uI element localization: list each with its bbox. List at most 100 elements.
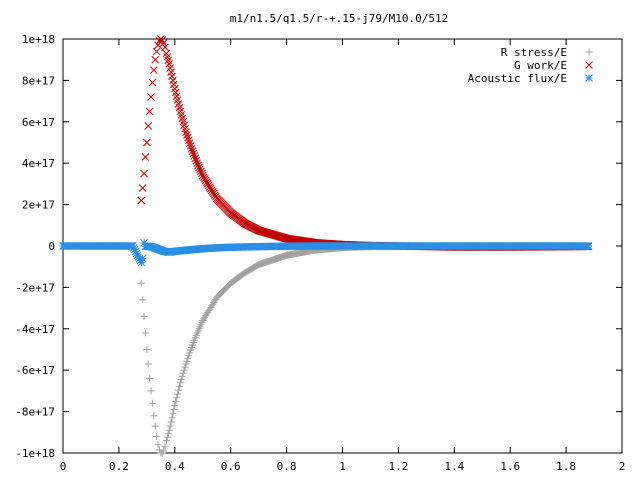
data-point: [167, 418, 175, 426]
data-point: [196, 165, 204, 174]
data-point: [139, 296, 147, 304]
data-point: [148, 399, 156, 407]
data-point: [192, 156, 201, 165]
data-point: [185, 139, 194, 148]
y-tick-label: 8e+17: [22, 74, 55, 87]
y-tick-label: 2e+17: [22, 199, 55, 212]
data-point: [159, 39, 168, 47]
y-tick-label: 6e+17: [22, 116, 55, 129]
data-point: [150, 412, 158, 420]
data-point: [170, 406, 178, 414]
data-point: [141, 329, 149, 337]
y-tick-label: 0: [48, 240, 55, 253]
data-point: [141, 153, 150, 161]
data-point: [160, 447, 168, 455]
x-tick-label: 1: [339, 460, 346, 473]
data-point: [137, 279, 145, 287]
data-point: [175, 386, 183, 394]
data-point: [174, 390, 182, 398]
data-point: [177, 376, 185, 384]
axes: 0 0.2 0.4 0.6 0.8 1 1.2 1.4 1.6 1.8 2 1e+18 8e+17 6e+…: [15, 33, 625, 473]
data-point: [148, 78, 157, 87]
data-point: [153, 432, 161, 440]
data-point: [188, 147, 197, 155]
data-point: [147, 93, 155, 101]
series-r-stress-e: [137, 242, 592, 457]
legend-marker: [585, 74, 593, 82]
data-point: [137, 196, 146, 205]
legend-label: G work/E: [514, 59, 567, 72]
data-point: [154, 41, 162, 50]
data-point: [163, 433, 171, 441]
series-acoustic-flux-e: [59, 239, 593, 267]
data-point: [178, 372, 186, 380]
data-point: [180, 366, 188, 374]
data-point: [162, 437, 170, 445]
data-point: [171, 401, 179, 409]
data-point: [147, 387, 155, 395]
data-point: [152, 47, 161, 56]
data-point: [183, 133, 192, 142]
x-tick-label: 1.2: [388, 460, 408, 473]
x-tick-label: 1.6: [500, 460, 520, 473]
data-point: [584, 242, 593, 250]
x-tick-label: 0.6: [221, 460, 241, 473]
data-point: [166, 422, 174, 430]
x-tick-label: 1.4: [444, 460, 464, 473]
chart-title: m1/n1.5/q1.5/r-+.15-j79/M10.0/512: [230, 12, 449, 25]
data-marks: [59, 35, 593, 457]
data-point: [161, 43, 169, 52]
data-point: [183, 131, 191, 139]
x-tick-label: 0.4: [165, 460, 185, 473]
data-point: [197, 169, 206, 178]
data-point: [145, 107, 154, 116]
data-point: [151, 422, 159, 430]
x-tick-label: 0.8: [277, 460, 297, 473]
data-point: [140, 312, 148, 320]
data-point: [151, 55, 160, 64]
data-point: [149, 66, 158, 74]
data-point: [146, 374, 154, 382]
data-point: [138, 184, 147, 192]
legend-marker: [585, 48, 593, 56]
data-point: [194, 161, 202, 170]
data-point: [190, 152, 199, 160]
data-point: [187, 144, 196, 153]
x-tick-label: 0.2: [109, 460, 129, 473]
y-tick-label: 4e+17: [22, 157, 55, 170]
data-point: [186, 142, 195, 150]
data-point: [193, 159, 202, 168]
data-point: [164, 430, 172, 438]
data-point: [142, 138, 151, 147]
legend-marker: [585, 61, 593, 69]
data-point: [138, 254, 147, 263]
data-point: [143, 346, 151, 353]
y-tick-label: -1e+18: [15, 447, 55, 460]
y-tick-label: -6e+17: [15, 364, 55, 377]
y-tick-label: 1e+18: [22, 33, 55, 46]
data-point: [182, 128, 190, 137]
data-point: [140, 169, 148, 178]
data-point: [165, 426, 173, 434]
data-point: [189, 149, 198, 158]
data-point: [184, 136, 193, 145]
y-tick-label: -2e+17: [15, 281, 55, 294]
data-point: [144, 122, 153, 130]
x-tick-label: 0: [60, 460, 67, 473]
data-point: [176, 379, 184, 387]
data-point: [168, 414, 176, 422]
data-point: [197, 167, 205, 176]
legend-label: R stress/E: [501, 46, 567, 59]
data-point: [195, 163, 203, 172]
data-point: [179, 369, 187, 377]
data-point: [169, 410, 177, 418]
y-tick-label: -4e+17: [15, 323, 55, 336]
data-point: [161, 443, 169, 451]
data-point: [173, 394, 181, 402]
data-point: [175, 382, 183, 390]
data-point: [181, 363, 189, 371]
data-point: [144, 360, 152, 368]
x-tick-label: 2: [619, 460, 626, 473]
